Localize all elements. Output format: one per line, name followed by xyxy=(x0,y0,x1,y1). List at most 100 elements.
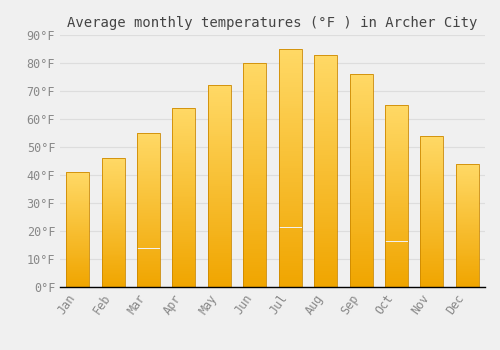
Bar xyxy=(278,249,301,251)
Bar xyxy=(102,219,124,220)
Bar xyxy=(244,65,266,68)
Bar xyxy=(66,259,89,261)
Bar xyxy=(350,93,372,96)
Bar xyxy=(456,209,479,211)
Bar xyxy=(172,178,196,180)
Bar xyxy=(66,270,89,271)
Bar xyxy=(66,282,89,284)
Bar xyxy=(172,108,196,110)
Bar xyxy=(385,176,408,178)
Bar xyxy=(420,216,444,217)
Bar xyxy=(385,258,408,260)
Bar xyxy=(350,276,372,279)
Bar xyxy=(208,204,231,206)
Bar xyxy=(208,198,231,200)
Bar xyxy=(172,239,196,240)
Bar xyxy=(420,282,444,284)
Bar xyxy=(278,78,301,80)
Bar xyxy=(350,117,372,119)
Bar xyxy=(102,166,124,167)
Bar xyxy=(420,249,444,251)
Bar xyxy=(172,199,196,201)
Bar xyxy=(278,161,301,163)
Bar xyxy=(172,122,196,124)
Bar xyxy=(278,218,301,220)
Bar xyxy=(137,186,160,187)
Bar xyxy=(314,273,337,275)
Bar xyxy=(102,201,124,202)
Bar xyxy=(385,125,408,127)
Bar xyxy=(66,254,89,255)
Bar xyxy=(385,140,408,141)
Bar xyxy=(137,182,160,184)
Bar xyxy=(137,259,160,261)
Bar xyxy=(385,240,408,242)
Bar xyxy=(66,175,89,176)
Bar xyxy=(66,242,89,243)
Bar xyxy=(385,223,408,225)
Bar xyxy=(102,199,124,201)
Bar xyxy=(244,117,266,119)
Bar xyxy=(350,232,372,234)
Bar xyxy=(208,206,231,208)
Bar xyxy=(278,111,301,113)
Bar xyxy=(172,269,196,271)
Bar xyxy=(314,175,337,178)
Bar xyxy=(208,90,231,91)
Bar xyxy=(66,258,89,259)
Bar xyxy=(137,261,160,262)
Bar xyxy=(66,214,89,215)
Bar xyxy=(314,131,337,134)
Bar xyxy=(456,225,479,227)
Bar xyxy=(137,268,160,270)
Bar xyxy=(420,211,444,213)
Bar xyxy=(385,149,408,150)
Bar xyxy=(314,282,337,285)
Bar xyxy=(172,170,196,172)
Bar xyxy=(244,94,266,97)
Bar xyxy=(208,190,231,192)
Bar xyxy=(350,174,372,176)
Bar xyxy=(350,178,372,181)
Bar xyxy=(137,159,160,161)
Bar xyxy=(420,266,444,267)
Bar xyxy=(137,161,160,162)
Bar xyxy=(66,187,89,188)
Bar xyxy=(208,247,231,249)
Bar xyxy=(244,63,266,65)
Bar xyxy=(314,250,337,252)
Bar xyxy=(350,236,372,238)
Bar xyxy=(137,258,160,259)
Bar xyxy=(385,263,408,265)
Bar xyxy=(137,256,160,258)
Bar xyxy=(172,201,196,203)
Bar xyxy=(208,126,231,128)
Bar xyxy=(208,188,231,190)
Bar xyxy=(456,195,479,196)
Bar xyxy=(456,252,479,254)
Bar xyxy=(350,202,372,204)
Bar xyxy=(137,248,160,250)
Bar xyxy=(172,214,196,215)
Bar xyxy=(102,283,124,285)
Bar xyxy=(172,235,196,237)
Bar xyxy=(244,135,266,137)
Bar xyxy=(420,270,444,272)
Bar xyxy=(66,209,89,210)
Bar xyxy=(314,238,337,240)
Bar xyxy=(244,121,266,124)
Bar xyxy=(420,184,444,186)
Bar xyxy=(278,116,301,118)
Bar xyxy=(314,106,337,108)
Bar xyxy=(172,282,196,284)
Bar xyxy=(137,205,160,207)
Bar xyxy=(66,217,89,218)
Bar xyxy=(66,180,89,181)
Bar xyxy=(385,193,408,194)
Bar xyxy=(456,259,479,260)
Bar xyxy=(278,82,301,85)
Bar xyxy=(102,246,124,247)
Bar xyxy=(66,243,89,245)
Bar xyxy=(102,172,124,174)
Bar xyxy=(350,119,372,121)
